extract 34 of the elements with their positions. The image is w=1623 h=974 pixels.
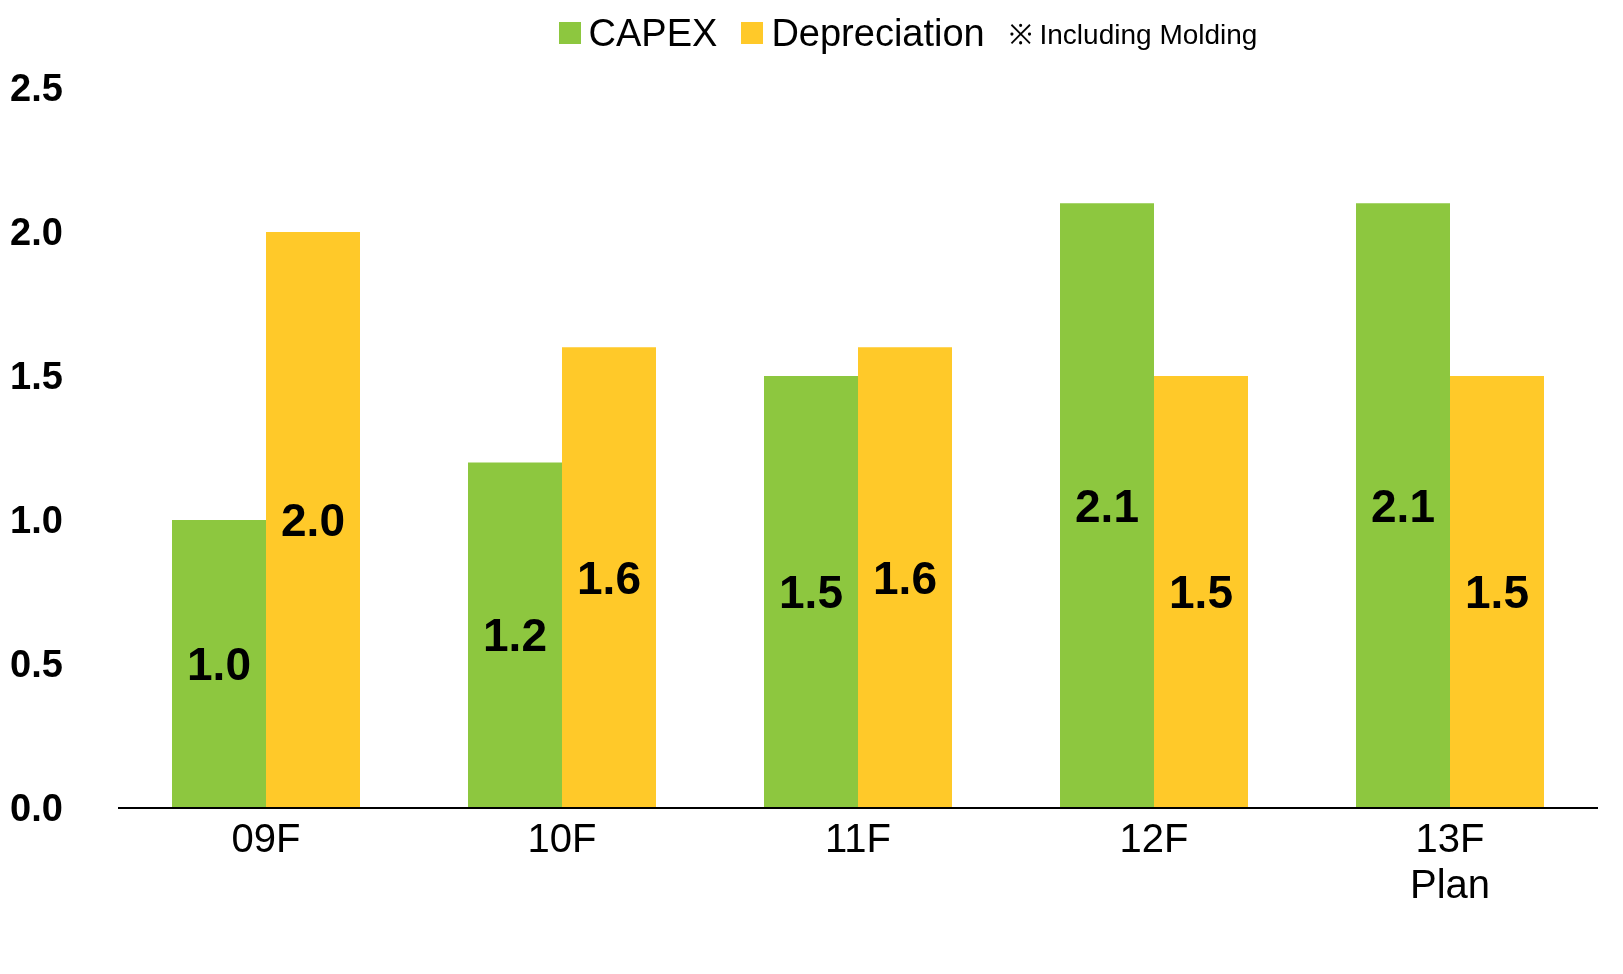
data-label: 1.6 <box>577 551 641 604</box>
legend-label: Depreciation <box>771 11 985 55</box>
bar <box>1450 376 1544 808</box>
data-label: 1.5 <box>1465 566 1529 618</box>
x-tick-label: 10F <box>527 816 597 860</box>
text: ※ Including Molding <box>1008 18 1258 52</box>
data-label: 1.0 <box>187 638 251 690</box>
data-label: 1.5 <box>1169 566 1233 618</box>
x-tick-label: 11F <box>825 816 891 860</box>
bar <box>1060 203 1154 808</box>
y-tick-label: 0.5 <box>10 643 63 686</box>
data-label: 1.6 <box>873 551 937 604</box>
data-label: 2.0 <box>281 494 345 546</box>
bar <box>562 347 656 808</box>
data-label: 1.2 <box>483 609 547 662</box>
bar <box>1154 376 1248 808</box>
y-tick-label: 1.0 <box>10 499 63 542</box>
bar <box>858 347 952 808</box>
bar <box>266 232 360 808</box>
data-label: 1.5 <box>779 566 843 618</box>
legend-label: CAPEX <box>588 11 718 55</box>
data-label: 2.1 <box>1371 479 1435 532</box>
x-tick-label: 13F Plan <box>1409 816 1491 906</box>
y-tick-label: 0.0 <box>10 787 63 830</box>
bar <box>468 462 562 808</box>
x-tick-label: 09F <box>231 816 301 860</box>
bar <box>172 520 266 808</box>
bar <box>764 376 858 808</box>
y-tick-label: 1.5 <box>10 355 63 398</box>
y-tick-label: 2.5 <box>10 67 63 110</box>
data-label: 2.1 <box>1075 479 1139 532</box>
y-tick-label: 2.0 <box>10 211 63 254</box>
x-tick-label: 12F <box>1119 816 1189 860</box>
bar <box>1356 203 1450 808</box>
